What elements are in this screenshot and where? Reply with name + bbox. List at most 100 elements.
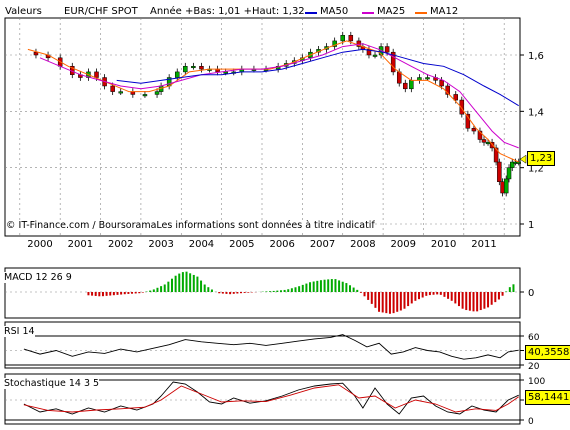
last-price-box: 1,23	[527, 151, 556, 166]
stoch-y-tick-label: 0	[528, 417, 534, 427]
price-x-tick-label: 2008	[350, 239, 375, 250]
macd-bar	[138, 292, 141, 294]
price-candle-body	[465, 113, 471, 129]
macd-bar	[327, 279, 330, 292]
price-candle-body	[459, 99, 465, 115]
price-x-tick-label: 2007	[310, 239, 335, 250]
macd-bar	[134, 292, 137, 294]
price-candle-body	[497, 161, 502, 183]
macd-bar	[494, 292, 497, 303]
macd-bar	[436, 292, 439, 295]
macd-bar	[127, 292, 130, 294]
macd-bar	[305, 283, 308, 292]
macd-bar	[185, 271, 188, 292]
macd-bar	[381, 292, 384, 313]
macd-y-tick-label: 0	[528, 288, 534, 299]
stoch-value-box: 58,1441	[525, 390, 570, 405]
macd-bar	[439, 292, 442, 295]
rsi-y-tick-label: 20	[528, 362, 540, 372]
macd-bar	[454, 292, 457, 304]
macd-bar	[218, 292, 221, 294]
macd-bar	[465, 292, 468, 311]
price-candle-body	[94, 71, 99, 78]
macd-bar	[221, 292, 224, 294]
macd-bar	[407, 292, 410, 307]
macd-bar	[279, 290, 282, 292]
price-candle-body	[489, 142, 495, 149]
macd-bar	[497, 292, 500, 300]
macd-bar	[370, 292, 373, 304]
price-candle-body	[493, 147, 499, 163]
legend-label-ma25: MA25	[377, 6, 406, 17]
price-candle-body	[439, 80, 444, 87]
macd-bar	[428, 292, 431, 296]
price-x-tick-label: 2009	[391, 239, 416, 250]
legend-swatch-ma50	[305, 12, 317, 14]
price-candle-body	[348, 35, 354, 42]
macd-bar	[392, 292, 395, 314]
macd-bar	[207, 287, 210, 292]
ma-line-ma25	[39, 43, 519, 149]
price-candle-body	[199, 66, 204, 70]
price-candle-body	[142, 94, 148, 97]
macd-bar	[272, 290, 275, 292]
price-candle-body	[154, 91, 160, 95]
macd-bar	[323, 279, 326, 292]
macd-bar	[301, 284, 304, 292]
price-candle-body	[445, 85, 450, 95]
macd-bar	[247, 292, 250, 293]
price-y-tick-label: 1	[528, 220, 534, 231]
macd-bar	[101, 292, 104, 297]
price-candle-body	[384, 46, 390, 53]
macd-bar	[450, 292, 453, 301]
price-candle-body	[33, 51, 39, 56]
macd-bar	[192, 274, 195, 292]
price-candle-body	[396, 71, 402, 84]
macd-bar	[112, 292, 115, 296]
macd-bar	[87, 292, 90, 296]
price-candle-body	[477, 130, 483, 140]
macd-bar	[174, 275, 177, 292]
price-candle-body	[183, 66, 188, 73]
price-x-tick-label: 2005	[229, 239, 254, 250]
macd-bar	[378, 292, 381, 312]
legend-label-ma50: MA50	[320, 6, 349, 17]
macd-bar	[432, 292, 435, 295]
price-panel-frame	[4, 17, 521, 237]
macd-bar	[109, 292, 112, 296]
symbol-label: EUR/CHF SPOT	[64, 6, 138, 17]
price-candle-body	[332, 40, 337, 47]
macd-bar	[232, 292, 235, 294]
macd-bar	[276, 290, 279, 292]
macd-bar	[316, 280, 319, 292]
price-x-tick-label: 2004	[189, 239, 214, 250]
macd-bar	[105, 292, 108, 296]
price-candle-body	[174, 71, 180, 78]
macd-bar	[487, 292, 490, 308]
macd-bar	[410, 292, 413, 304]
macd-bar	[447, 292, 450, 299]
macd-bar	[178, 273, 181, 292]
macd-bar	[152, 289, 155, 292]
price-x-tick-label: 2010	[431, 239, 456, 250]
price-candle-body	[425, 77, 430, 80]
macd-bar	[294, 287, 297, 292]
legend-swatch-ma25	[362, 12, 374, 14]
price-candle-body	[372, 54, 378, 57]
legend-swatch-ma12	[415, 12, 427, 14]
macd-bar	[149, 290, 152, 292]
macd-bar	[359, 292, 362, 293]
macd-bar	[338, 280, 341, 292]
macd-bar	[98, 292, 101, 297]
macd-bar	[240, 292, 243, 294]
macd-bar	[283, 289, 286, 292]
stoch-panel-title: Stochastique 14 3 5	[4, 378, 100, 389]
macd-bar	[236, 292, 239, 294]
stoch-line-k	[23, 381, 519, 415]
macd-bar	[421, 292, 424, 298]
macd-bar	[457, 292, 460, 307]
macd-bar	[290, 288, 293, 292]
valeurs-label: Valeurs	[5, 6, 42, 17]
price-candle-body	[471, 127, 477, 132]
macd-bar	[490, 292, 493, 305]
